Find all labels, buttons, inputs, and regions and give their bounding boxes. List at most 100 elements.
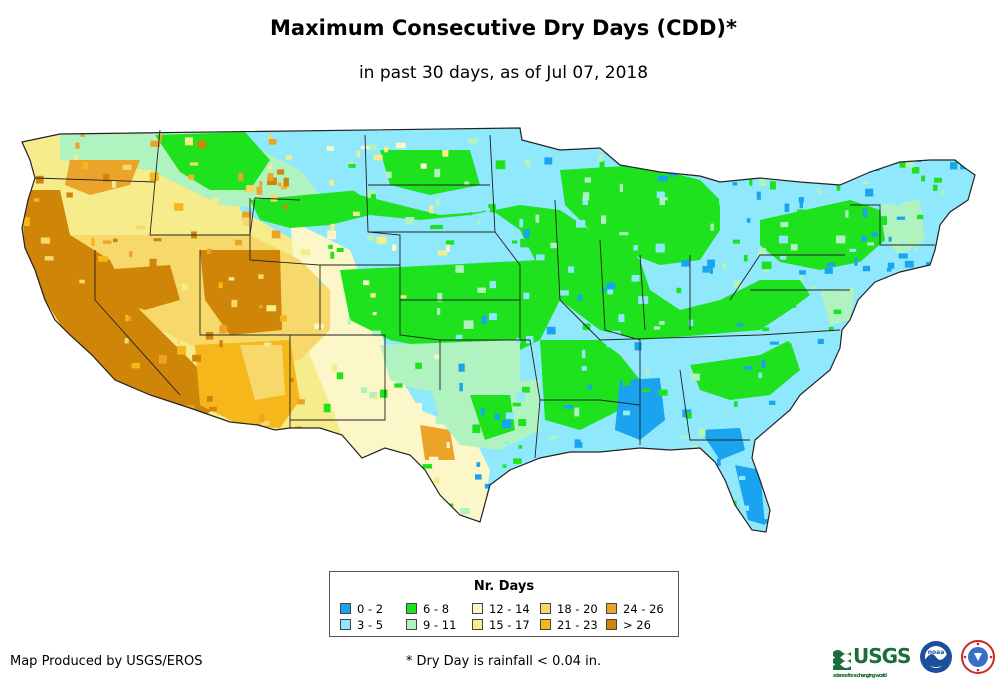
map-cell <box>849 248 857 252</box>
map-cell <box>415 403 422 411</box>
map-cell <box>238 172 244 181</box>
map-cell <box>82 161 89 170</box>
map-cell <box>524 158 531 167</box>
map-cell <box>869 317 876 325</box>
map-cell <box>624 452 631 458</box>
map-cell <box>582 471 585 477</box>
map-cell <box>761 359 766 368</box>
map-cell <box>498 408 504 414</box>
map-cell <box>192 354 201 362</box>
map-cell <box>734 401 738 407</box>
map-cell <box>592 514 599 518</box>
map-cell <box>459 382 463 392</box>
map-cell <box>258 274 264 279</box>
map-cell <box>326 146 334 151</box>
map-cell <box>780 222 789 228</box>
map-cell <box>873 446 882 452</box>
map-cell <box>56 477 64 483</box>
map-cell <box>122 164 132 170</box>
map-cell <box>129 251 133 257</box>
map-cell <box>655 161 664 166</box>
map-cell <box>379 389 388 398</box>
map-cell <box>780 187 786 194</box>
map-cell <box>289 378 294 383</box>
map-cell <box>618 314 625 323</box>
map-cell <box>353 458 364 467</box>
map-cell <box>778 235 788 244</box>
map-cell <box>149 258 157 268</box>
map-cell <box>256 186 263 195</box>
map-cell <box>174 203 184 211</box>
map-cell <box>861 181 870 185</box>
map-cell <box>852 491 856 496</box>
map-cell <box>563 405 574 409</box>
map-cell <box>740 505 749 511</box>
map-cell <box>614 144 618 151</box>
map-cell <box>300 364 305 371</box>
map-cell <box>890 163 897 172</box>
map-cell <box>952 226 958 235</box>
map-cell <box>722 263 727 270</box>
map-cell <box>622 377 631 386</box>
map-cell <box>757 247 767 256</box>
map-cell <box>864 401 875 405</box>
map-cell <box>263 342 272 347</box>
map-cell <box>599 160 605 170</box>
map-cell <box>312 520 318 528</box>
map-cell <box>120 343 128 348</box>
map-cell <box>779 454 788 462</box>
map-title: Maximum Consecutive Dry Days (CDD)* <box>270 16 737 40</box>
map-cell <box>934 177 942 183</box>
map-cell <box>763 442 770 448</box>
map-cell <box>642 249 653 257</box>
map-cell <box>205 331 214 340</box>
map-cell <box>681 260 690 267</box>
map-cell <box>160 437 170 445</box>
map-cell <box>356 151 360 157</box>
map-cell <box>891 463 896 472</box>
map-cell <box>52 494 58 498</box>
map-cell <box>645 367 649 375</box>
map-cell <box>384 146 388 153</box>
map-cell <box>398 471 406 480</box>
map-cell <box>435 415 444 425</box>
map-cell <box>464 181 470 185</box>
map-cell <box>681 521 691 527</box>
map-cell <box>270 194 278 202</box>
map-cell <box>311 441 320 448</box>
map-cell <box>908 444 914 449</box>
map-cell <box>228 277 235 281</box>
map-cell <box>444 281 450 285</box>
agency-logos: USGS science for a changing world noaa <box>833 638 1003 679</box>
map-cell <box>907 468 911 478</box>
map-cell <box>881 216 887 225</box>
map-cell <box>38 365 46 371</box>
legend-label: 0 - 2 <box>357 602 384 616</box>
map-cell <box>708 464 716 471</box>
map-cell <box>917 214 924 220</box>
map-cell <box>63 440 70 445</box>
map-cell <box>434 354 441 359</box>
map-cell <box>268 134 272 141</box>
map-cell <box>446 244 450 252</box>
map-cell <box>546 326 556 335</box>
map-cell <box>574 407 580 417</box>
map-cell <box>204 513 212 520</box>
map-cell <box>744 173 752 180</box>
map-cell <box>285 155 292 160</box>
map-cell <box>804 476 812 483</box>
legend-label: > 26 <box>623 618 651 632</box>
map-cell <box>599 133 607 140</box>
map-cell <box>22 313 28 321</box>
svg-text:noaa: noaa <box>928 649 945 656</box>
map-cell <box>495 160 506 170</box>
noaa-logo-icon: noaa <box>920 641 952 673</box>
map-cell <box>824 408 832 412</box>
map-cell <box>54 429 60 434</box>
map-cell <box>592 360 597 369</box>
map-cell <box>709 265 713 274</box>
map-cell <box>516 338 521 344</box>
map-cell <box>114 519 120 526</box>
map-cell <box>801 306 807 312</box>
map-cell <box>634 342 642 351</box>
